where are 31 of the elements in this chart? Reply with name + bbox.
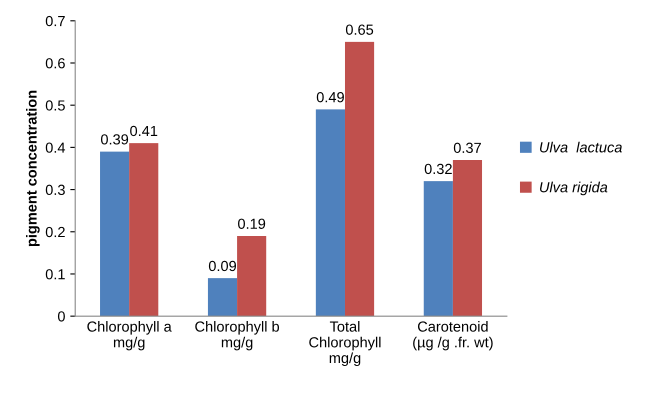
- bar: [316, 109, 345, 316]
- x-tick-label: Carotenoid (µg /g .fr. wt): [413, 321, 493, 350]
- y-tick-label: 0: [58, 311, 65, 322]
- data-label: 0.37: [454, 142, 481, 153]
- y-tick-label: 0.7: [46, 16, 65, 26]
- x-tick-label: Total Chlorophyll mg/g: [309, 321, 380, 366]
- bar: [129, 143, 158, 316]
- bar: [237, 236, 266, 316]
- y-tick-label: 0.2: [46, 226, 65, 238]
- data-label: 0.19: [238, 218, 266, 229]
- y-tick-label: 0.5: [46, 100, 65, 111]
- x-tick-label: Chlorophyll b mg/g: [195, 321, 280, 350]
- data-label: 0.39: [100, 134, 128, 145]
- data-label: 0.65: [346, 24, 374, 35]
- bar: [424, 181, 453, 316]
- bar: [452, 160, 482, 316]
- legend-label: Ulva rigida: [540, 182, 608, 196]
- y-tick-label: 0.3: [46, 184, 65, 196]
- bar: [344, 42, 374, 316]
- data-label: 0.09: [208, 260, 236, 272]
- bar: [208, 278, 238, 316]
- legend-label: Ulva lactuca: [540, 142, 622, 152]
- data-label: 0.41: [130, 126, 158, 136]
- y-tick-label: 0.6: [46, 58, 65, 68]
- y-tick-label: 0.1: [46, 269, 65, 280]
- y-tick-label: 0.4: [46, 142, 66, 153]
- x-tick-label: Chlorophyll a mg/g: [87, 321, 172, 350]
- data-label: 0.32: [424, 164, 452, 174]
- y-axis-title: pigment concentration: [26, 90, 40, 246]
- bar: [100, 152, 130, 316]
- data-label: 0.49: [316, 92, 344, 102]
